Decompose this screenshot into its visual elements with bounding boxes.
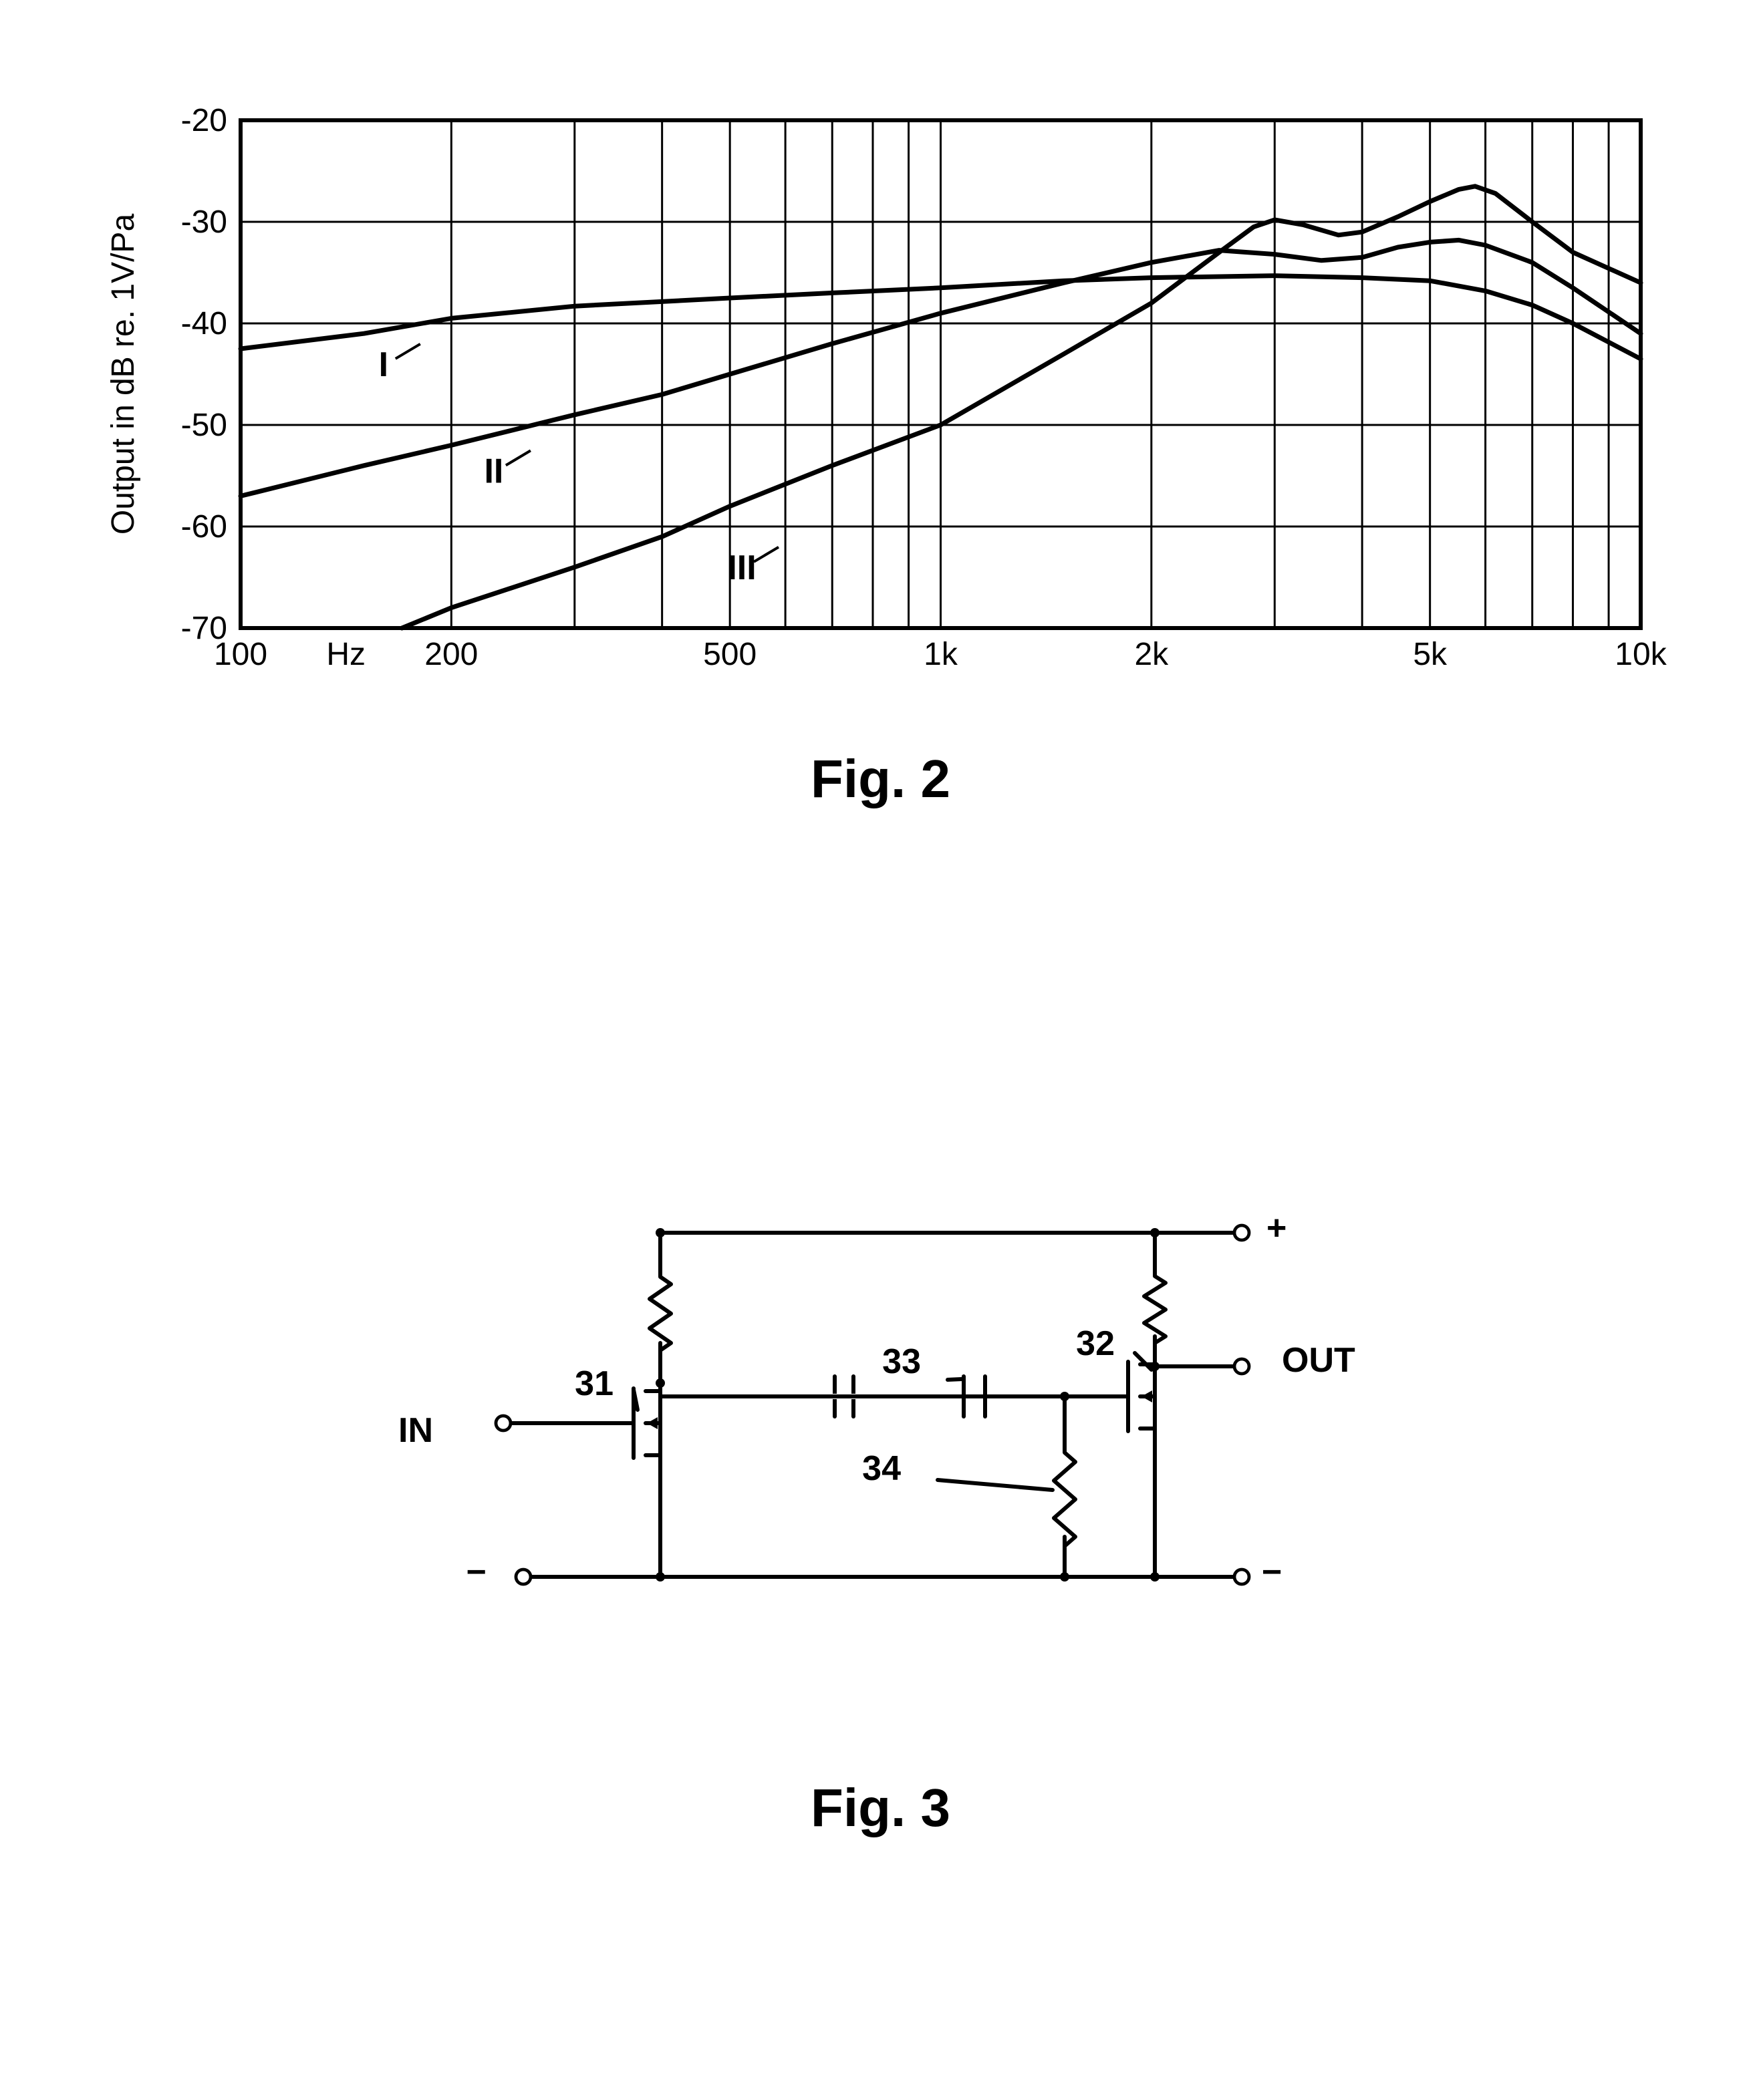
figure-2: IIIIII-70-60-50-40-30-201002005001k2k5k1… (94, 60, 1667, 728)
figure-3: IN OUT + − − 31 32 33 34 (94, 1096, 1667, 1764)
svg-text:-50: -50 (181, 408, 227, 443)
svg-text:33: 33 (882, 1342, 921, 1381)
curve-label-III: III (727, 549, 756, 587)
svg-text:Output in dB re. 1V/Pa: Output in dB re. 1V/Pa (106, 214, 141, 535)
svg-text:2k: 2k (1134, 637, 1169, 672)
svg-text:100: 100 (214, 637, 267, 672)
svg-text:OUT: OUT (1282, 1341, 1355, 1380)
svg-text:200: 200 (424, 637, 478, 672)
svg-text:−: − (1262, 1553, 1282, 1592)
svg-text:IN: IN (398, 1411, 433, 1450)
svg-text:-60: -60 (181, 509, 227, 545)
figure-3-circuit: IN OUT + − − 31 32 33 34 (393, 1096, 1369, 1697)
svg-text:10k: 10k (1615, 637, 1667, 672)
svg-text:1k: 1k (924, 637, 958, 672)
curve-label-II: II (484, 452, 503, 490)
svg-text:31: 31 (575, 1364, 614, 1403)
figure-2-chart: IIIIII-70-60-50-40-30-201002005001k2k5k1… (94, 60, 1667, 728)
svg-text:34: 34 (862, 1449, 901, 1488)
svg-text:5k: 5k (1413, 637, 1448, 672)
svg-text:-20: -20 (181, 103, 227, 138)
svg-text:32: 32 (1076, 1324, 1115, 1363)
svg-text:+: + (1266, 1209, 1286, 1247)
svg-text:−: − (466, 1553, 486, 1592)
svg-text:-40: -40 (181, 306, 227, 341)
curve-label-I: I (379, 345, 388, 384)
svg-text:-30: -30 (181, 204, 227, 240)
svg-text:Hz: Hz (326, 637, 366, 672)
svg-text:500: 500 (703, 637, 757, 672)
figure-3-caption: Fig. 3 (0, 1777, 1761, 1839)
figure-2-caption: Fig. 2 (0, 748, 1761, 810)
